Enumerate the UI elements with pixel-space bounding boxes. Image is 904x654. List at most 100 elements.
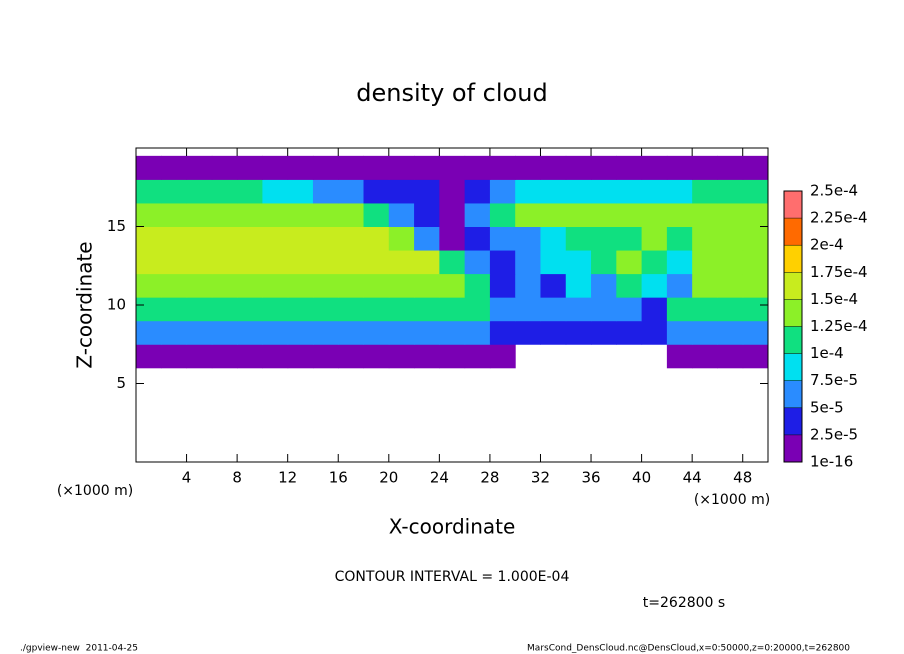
cell (136, 250, 162, 275)
cell (136, 226, 162, 251)
cell (211, 273, 238, 298)
footer-right: MarsCond_DensCloud.nc@DensCloud,x=0:5000… (527, 644, 850, 654)
cell (237, 344, 263, 369)
colorbar-label: 1e-16 (810, 453, 853, 471)
cell (515, 202, 541, 227)
colorbar-band (784, 380, 802, 408)
cell (136, 320, 162, 345)
cell (388, 179, 415, 204)
cell (186, 202, 213, 227)
cell (641, 273, 668, 298)
cell (540, 155, 567, 180)
cell (666, 273, 693, 298)
colorbar-label: 2.5e-4 (810, 182, 858, 200)
cell (414, 250, 440, 275)
cell (363, 273, 390, 298)
cell (414, 226, 440, 251)
cell (464, 250, 491, 275)
cell (515, 250, 541, 275)
x-tick-label: 40 (632, 469, 651, 487)
cell (742, 155, 769, 180)
cell (186, 250, 213, 275)
cell (717, 179, 744, 204)
colorbar-label: 2e-4 (810, 236, 844, 254)
cell (363, 297, 390, 322)
cell (237, 273, 263, 298)
colorbar-label: 1e-4 (810, 344, 844, 362)
cell (211, 297, 238, 322)
cell (439, 297, 466, 322)
cell (161, 179, 188, 204)
cell (161, 344, 188, 369)
cell (186, 226, 213, 251)
cell (161, 320, 188, 345)
cell (591, 202, 617, 227)
cell (666, 155, 693, 180)
colorbar-band (784, 245, 802, 273)
cell (237, 226, 263, 251)
cell (237, 297, 263, 322)
x-tick-label: 36 (581, 469, 600, 487)
colorbar-band (784, 191, 802, 219)
y-tick-label: 10 (107, 296, 126, 314)
colorbar-band (784, 353, 802, 381)
cell (742, 344, 769, 369)
cell (186, 179, 213, 204)
cell (742, 179, 769, 204)
cell (338, 344, 365, 369)
cell (565, 226, 592, 251)
chart-title: density of cloud (356, 79, 547, 107)
x-tick-label: 12 (278, 469, 297, 487)
cell (363, 226, 390, 251)
cell (464, 226, 491, 251)
cell (262, 273, 289, 298)
cell (666, 297, 693, 322)
cell (186, 155, 213, 180)
cell (489, 250, 516, 275)
cell (464, 297, 491, 322)
colorbar-band (784, 326, 802, 354)
colorbar-band (784, 299, 802, 327)
cell (616, 226, 643, 251)
cell (591, 250, 617, 275)
cell (312, 250, 339, 275)
cell (692, 297, 718, 322)
cell (363, 155, 390, 180)
colorbar-label: 5e-5 (810, 398, 844, 416)
cell (464, 344, 491, 369)
cell (186, 297, 213, 322)
cell (237, 250, 263, 275)
cell (616, 179, 643, 204)
cell (742, 297, 769, 322)
cell (414, 344, 440, 369)
cell (338, 202, 365, 227)
colorbar-label: 1.5e-4 (810, 290, 858, 308)
cell (464, 320, 491, 345)
cell (338, 250, 365, 275)
cell (287, 226, 314, 251)
x-axis-label: X-coordinate (389, 515, 516, 539)
cell (515, 155, 541, 180)
cell (692, 344, 718, 369)
cell (565, 320, 592, 345)
cell (717, 226, 744, 251)
colorbar-label: 7.5e-5 (810, 371, 858, 389)
cell (186, 320, 213, 345)
y-axis-label: Z-coordinate (73, 241, 97, 368)
x-tick-label: 8 (232, 469, 242, 487)
cell (515, 226, 541, 251)
cell (439, 226, 466, 251)
cell (489, 202, 516, 227)
cell (262, 155, 289, 180)
cell (464, 155, 491, 180)
cell (211, 179, 238, 204)
cell (540, 297, 567, 322)
cell (439, 250, 466, 275)
cell (338, 320, 365, 345)
x-tick-label: 20 (379, 469, 398, 487)
cell (161, 297, 188, 322)
x-tick-label: 32 (531, 469, 550, 487)
cell (363, 320, 390, 345)
cell (742, 250, 769, 275)
